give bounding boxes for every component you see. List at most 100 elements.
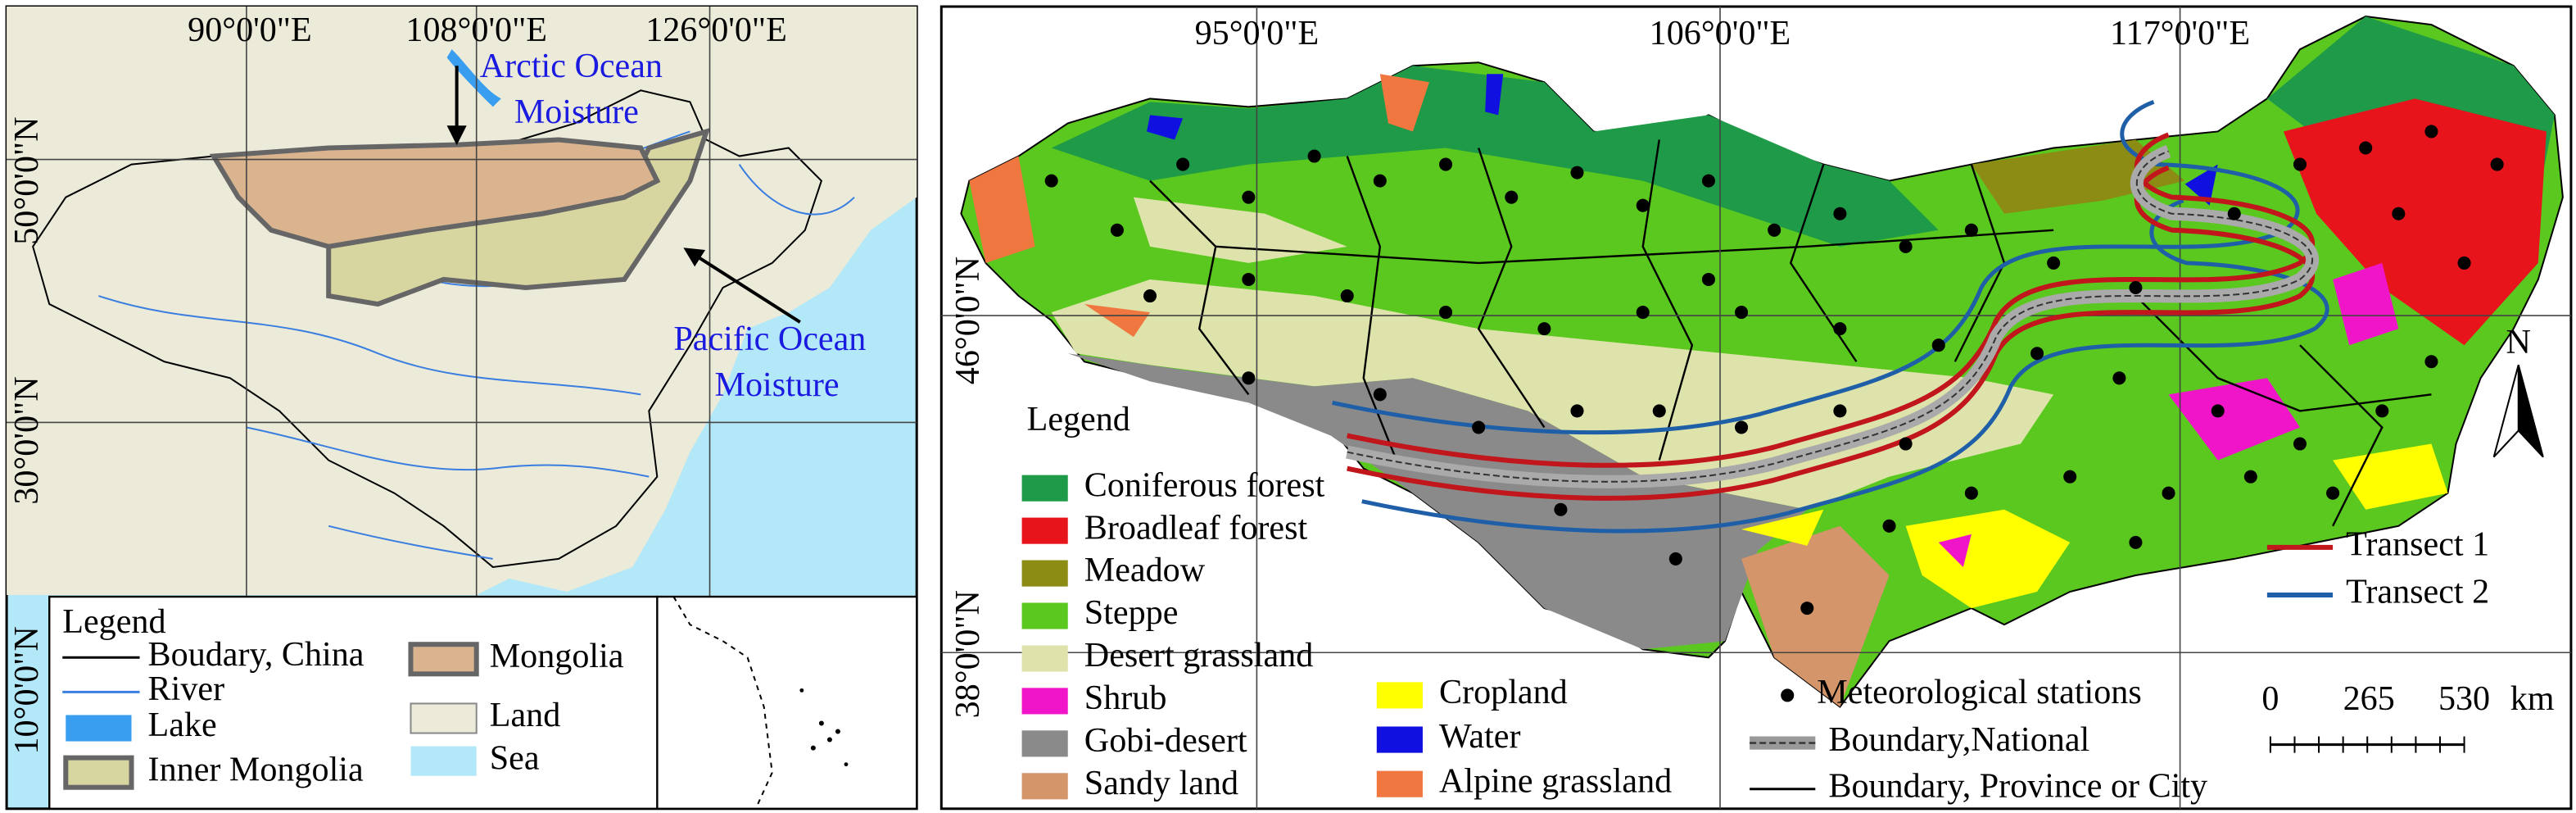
station (1472, 420, 1486, 434)
station (2293, 157, 2307, 171)
islands (799, 688, 849, 767)
boundary (2135, 295, 2432, 412)
station (1044, 174, 1058, 188)
station (2326, 486, 2340, 500)
cropland-region (1741, 443, 2448, 609)
legend-label: Boudary, China (148, 635, 364, 674)
station (2063, 470, 2077, 484)
transect-1 (1347, 132, 2315, 468)
transect-2 (1361, 198, 2329, 534)
station (1964, 486, 1978, 500)
station (2375, 404, 2389, 418)
legend-label: Mongolia (490, 637, 624, 675)
station (1636, 198, 1650, 212)
legend-title: Legend (62, 602, 165, 641)
desert-grassland-region (1133, 197, 1347, 263)
legend-label: River (148, 670, 225, 708)
legend-label: Sea (490, 738, 540, 777)
station (1143, 288, 1157, 303)
legend-symbol (66, 715, 132, 742)
station (2129, 280, 2143, 295)
station (1882, 519, 1896, 533)
legend-label: Broadleaf forest (1084, 508, 1308, 547)
legend-label: Boundary,National (1828, 720, 2089, 759)
legend-symbol (410, 702, 478, 734)
legend-label: Lake (148, 706, 217, 744)
station (1242, 190, 1256, 204)
boundary (2299, 344, 2384, 527)
station (1800, 602, 1814, 615)
legend-label: Gobi-desert (1084, 721, 1247, 760)
station (1110, 223, 1124, 237)
scale-label: 265 (2343, 679, 2395, 718)
legend-swatch (1021, 602, 1068, 629)
station (1768, 223, 1781, 237)
river (328, 525, 493, 560)
station (2424, 125, 2438, 139)
transects: Transect 1 Transect 2 (1332, 99, 2489, 611)
station (1242, 371, 1256, 385)
station (1964, 223, 1978, 237)
scale-unit: km (2510, 679, 2555, 718)
station (1439, 306, 1453, 320)
boundary (1216, 229, 2054, 265)
legend-label: Land (490, 696, 561, 734)
boundary (1641, 139, 1694, 461)
scale-bar: 0 265 530 km (2261, 679, 2555, 753)
station (2392, 207, 2406, 220)
north-label: N (2506, 323, 2531, 361)
station (1931, 338, 1945, 352)
station (1735, 420, 1749, 434)
legend-label: Transect 1 (2346, 525, 2489, 564)
legend-label: Cropland (1439, 673, 1568, 711)
station (1701, 272, 1715, 286)
station (2424, 355, 2438, 369)
legend-box (48, 595, 659, 810)
station (1505, 190, 1519, 204)
legend-label: Sandy land (1084, 764, 1238, 802)
lon-label: 106°0'0"E (1650, 14, 1791, 52)
legend-swatch (1021, 517, 1068, 544)
station (2129, 535, 2143, 549)
inset-boundary (672, 596, 773, 810)
lake (446, 49, 501, 107)
legend-label: Inner Mongolia (148, 750, 364, 788)
scale-label: 0 (2261, 679, 2279, 718)
boundary (1477, 148, 1546, 429)
stations (1044, 125, 2504, 615)
legend-label: Meteorological stations (1817, 673, 2141, 711)
legend-symbol (63, 755, 134, 790)
sandy-region (1741, 525, 1890, 707)
legend-symbol (410, 746, 477, 776)
coniferous-region (1051, 66, 1939, 247)
lat-label: 30°0'0"N (7, 376, 46, 504)
station (1373, 174, 1387, 188)
station (2211, 404, 2225, 418)
legend-label: Desert grassland (1084, 636, 1313, 674)
annotation: Moisture (715, 366, 840, 404)
station (2490, 157, 2504, 171)
broadleaf-region (2283, 98, 2547, 346)
legend-symbol (408, 642, 479, 677)
station (1176, 157, 1190, 171)
station (1833, 404, 1847, 418)
legend-label: Water (1439, 717, 1520, 756)
station (2293, 437, 2307, 451)
legend: Coniferous forest Broadleaf forest Meadow S… (1021, 466, 1672, 802)
station (2162, 486, 2175, 500)
legend-swatch (1021, 688, 1068, 715)
station (2227, 207, 2241, 220)
legend-swatch (1021, 730, 1068, 757)
legend-label: Transect 2 (2346, 573, 2489, 611)
legend-label: Meadow (1084, 551, 1206, 589)
legend-label: Alpine grassland (1439, 761, 1672, 800)
transect-2 (1332, 99, 2300, 435)
station (1668, 552, 1682, 565)
north-arrow (2492, 364, 2519, 458)
annotation: Arctic Ocean (480, 47, 663, 85)
river (246, 426, 650, 478)
station (1735, 306, 1749, 320)
legend-label: Steppe (1084, 593, 1179, 632)
legend-swatch (1021, 560, 1068, 587)
